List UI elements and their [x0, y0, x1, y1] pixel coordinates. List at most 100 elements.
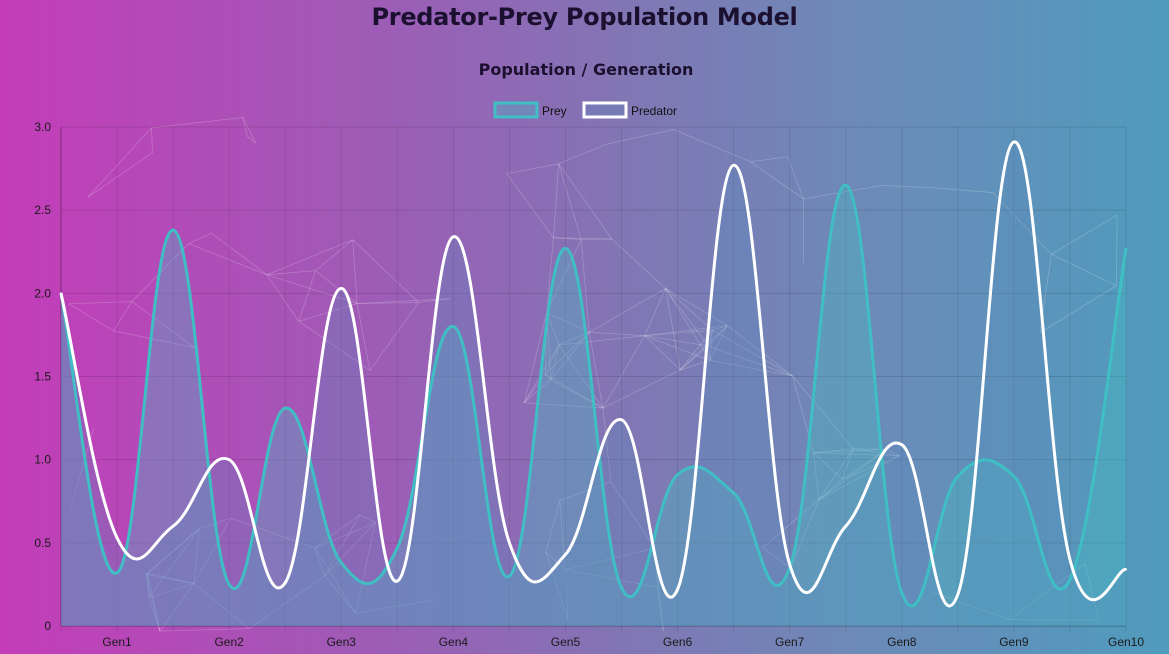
- prey-point: [1012, 475, 1015, 478]
- x-tick-label: Gen8: [887, 635, 917, 649]
- prey-point: [508, 575, 511, 578]
- network-edge: [679, 325, 728, 371]
- network-edge: [298, 320, 371, 371]
- network-edge: [813, 448, 854, 454]
- network-edge: [314, 547, 357, 614]
- legend[interactable]: Prey Predator: [493, 101, 677, 119]
- network-edge: [665, 288, 728, 326]
- network-edge: [750, 156, 788, 163]
- network-edge: [545, 331, 590, 375]
- network-edge: [707, 325, 728, 347]
- network-edge: [266, 274, 358, 304]
- network-edge: [550, 344, 560, 380]
- network-edge: [712, 325, 728, 331]
- predator-point: [620, 418, 623, 421]
- page-title: Predator-Prey Population Model: [371, 3, 798, 31]
- predator-point: [844, 525, 847, 528]
- x-tick-label: Gen10: [1108, 635, 1144, 649]
- predator-point: [116, 536, 119, 539]
- network-edge: [709, 330, 713, 361]
- prey-point: [172, 229, 175, 232]
- series-lines: [59, 140, 1128, 608]
- network-edge: [644, 335, 681, 371]
- network-edge: [298, 303, 358, 322]
- x-tick-label: Gen4: [439, 635, 469, 649]
- network-edge: [602, 369, 681, 409]
- y-tick-label: 3.0: [34, 120, 51, 134]
- network-edge: [1039, 285, 1117, 334]
- network-edge: [707, 330, 713, 347]
- network-edge: [68, 303, 114, 332]
- predator-point: [676, 588, 679, 591]
- network-edge: [589, 331, 645, 337]
- network-edge: [803, 185, 883, 200]
- network-edge: [544, 374, 552, 381]
- predator-point: [508, 541, 511, 544]
- prey-point: [956, 475, 959, 478]
- network-edge: [886, 448, 900, 457]
- prey-point: [732, 491, 735, 494]
- network-edge: [188, 243, 268, 276]
- network-edge: [558, 163, 613, 240]
- x-tick-label: Gen1: [102, 635, 132, 649]
- network-edge: [550, 331, 590, 381]
- network-edge: [679, 345, 709, 371]
- network-edge: [545, 552, 568, 620]
- network-edge: [266, 239, 353, 276]
- network-edge: [710, 360, 793, 377]
- network-edge: [145, 574, 161, 632]
- network-edge: [930, 591, 1010, 620]
- network-edge: [147, 573, 161, 632]
- predator-point: [1068, 558, 1071, 561]
- prey-point: [228, 583, 231, 586]
- network-edge: [644, 335, 711, 361]
- prey-point: [1068, 578, 1071, 581]
- network-edge: [148, 528, 200, 598]
- x-tick-label: Gen9: [999, 635, 1029, 649]
- network-edge: [146, 528, 200, 575]
- network-edge: [324, 575, 357, 614]
- predator-point: [900, 443, 903, 446]
- network-edge: [934, 187, 993, 193]
- network-edge: [147, 573, 150, 598]
- network-edge: [324, 522, 376, 577]
- y-tick-label: 1.5: [34, 370, 51, 384]
- network-edge: [553, 237, 612, 240]
- network-edge: [314, 547, 326, 576]
- network-edge: [544, 344, 560, 375]
- network-edge: [787, 156, 804, 200]
- network-edge: [159, 583, 195, 632]
- network-edge: [193, 517, 232, 584]
- prey-point: [116, 571, 119, 574]
- network-edge: [150, 127, 153, 153]
- network-edge: [588, 332, 604, 409]
- network-edge: [813, 448, 887, 454]
- predator-point: [396, 580, 399, 583]
- network-edge: [314, 514, 360, 549]
- y-tick-label: 2.5: [34, 203, 51, 217]
- network-edge: [602, 408, 612, 482]
- x-tick-label: Gen5: [551, 635, 581, 649]
- y-axis: 0 0.5 1.0 1.5 2.0 2.5 3.0: [34, 120, 51, 633]
- predator-point: [284, 581, 287, 584]
- network-edge: [315, 270, 358, 304]
- network-edge: [357, 302, 419, 304]
- predator-point: [452, 235, 455, 238]
- network-edge: [356, 303, 371, 371]
- network-edge: [113, 301, 133, 332]
- network-edge: [1051, 214, 1118, 255]
- network-edge: [298, 270, 316, 322]
- prey-point: [340, 561, 343, 564]
- y-tick-label: 0: [44, 619, 51, 633]
- network-edge: [665, 288, 711, 361]
- network-edge: [352, 239, 358, 304]
- prey-point: [284, 407, 287, 410]
- network-edge: [606, 129, 674, 145]
- x-axis: Gen1 Gen2 Gen3 Gen4 Gen5 Gen6 Gen7 Gen8 Gen9 Gen1…: [102, 635, 1144, 649]
- network-edge: [113, 330, 195, 348]
- network-edge: [790, 499, 820, 569]
- network-edge: [1009, 619, 1099, 621]
- network-edge: [559, 500, 566, 570]
- network-edge: [188, 232, 212, 244]
- y-tick-label: 1.0: [34, 453, 51, 467]
